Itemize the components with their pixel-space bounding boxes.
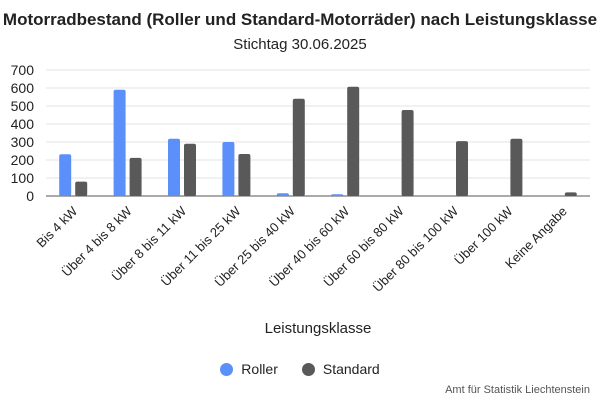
- y-tick-label: 400: [11, 116, 35, 132]
- bar-standard: [401, 109, 414, 196]
- bar-standard: [292, 98, 305, 196]
- bar-standard: [184, 143, 196, 196]
- bar-roller: [331, 194, 344, 196]
- source-credit: Amt für Statistik Liechtenstein: [445, 384, 590, 396]
- legend-item-roller[interactable]: Roller: [220, 361, 278, 377]
- chart-title: Motorradbestand (Roller und Standard-Mot…: [2, 10, 598, 29]
- y-tick-label: 300: [11, 134, 35, 150]
- bar-roller: [113, 89, 126, 196]
- bar-standard: [238, 154, 251, 196]
- legend-label-standard: Standard: [322, 361, 380, 377]
- bar-standard: [456, 141, 468, 196]
- x-tick-label: Bis 4 kW: [33, 203, 80, 250]
- x-axis-title: Leistungsklasse: [265, 320, 372, 337]
- bar-standard: [129, 157, 142, 196]
- bar-standard: [75, 181, 88, 196]
- bar-standard: [347, 86, 360, 196]
- y-tick-label: 0: [26, 188, 34, 204]
- y-tick-label: 600: [11, 80, 35, 96]
- chart-legend: Roller Standard: [0, 361, 600, 377]
- bar-standard: [564, 192, 577, 196]
- y-tick-label: 100: [11, 170, 35, 186]
- legend-marker-standard: [301, 362, 315, 376]
- bar-roller: [59, 154, 72, 196]
- legend-item-standard[interactable]: Standard: [301, 361, 380, 377]
- y-tick-label: 500: [11, 98, 35, 114]
- chart-subtitle: Stichtag 30.06.2025: [233, 36, 367, 53]
- y-tick-label: 700: [11, 62, 35, 78]
- legend-label-roller: Roller: [241, 361, 278, 377]
- bar-roller: [168, 138, 180, 196]
- y-tick-label: 200: [11, 152, 35, 168]
- bar-standard: [510, 138, 523, 196]
- bar-roller: [276, 193, 289, 196]
- legend-marker-roller: [220, 362, 234, 376]
- bar-roller: [222, 142, 235, 196]
